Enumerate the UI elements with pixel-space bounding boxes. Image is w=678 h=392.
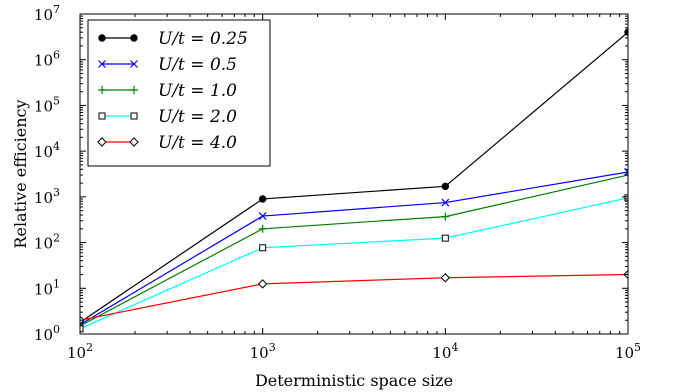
legend-marker xyxy=(97,137,107,147)
y-tick-label: 104 xyxy=(34,140,60,161)
series-line xyxy=(80,171,628,326)
legend-label: U/t = 0.25 xyxy=(158,29,248,49)
legend-marker xyxy=(98,86,106,94)
x-tick-label: 103 xyxy=(250,341,276,362)
data-point xyxy=(257,279,268,289)
legend-marker xyxy=(129,137,139,147)
series-line xyxy=(80,31,628,323)
legend-marker xyxy=(130,60,138,68)
y-tick-label: 102 xyxy=(34,232,60,253)
legend-entry: U/t = 2.0 xyxy=(98,107,237,127)
legend-marker xyxy=(98,60,106,68)
y-tick-label: 103 xyxy=(34,186,60,207)
y-tick-label: 101 xyxy=(34,277,60,298)
y-axis-title: Relative efficiency xyxy=(11,99,30,248)
series-4 xyxy=(80,194,628,333)
legend-entry: U/t = 4.0 xyxy=(97,133,237,153)
series-3 xyxy=(80,171,628,330)
legend-label: U/t = 1.0 xyxy=(158,81,237,101)
x-tick-label: 102 xyxy=(67,341,93,362)
data-point xyxy=(624,194,628,202)
y-tick-label: 106 xyxy=(34,49,60,70)
legend: U/t = 0.25 U/t = 0.5 U/t = 1.0 U/t = 2.0 U/t… xyxy=(87,19,271,167)
data-point xyxy=(441,212,450,221)
legend-entry: U/t = 0.25 xyxy=(98,29,248,49)
plot-frame xyxy=(79,13,629,335)
data-point xyxy=(259,244,267,252)
legend-entry: U/t = 1.0 xyxy=(98,81,237,101)
y-tick-label: 107 xyxy=(34,3,60,24)
data-point xyxy=(441,182,450,191)
y-tick-label: 105 xyxy=(34,94,60,115)
series-layer xyxy=(80,28,628,333)
legend-marker xyxy=(98,34,106,42)
legend-label: U/t = 2.0 xyxy=(158,107,237,127)
data-point xyxy=(441,234,449,242)
legend-marker xyxy=(130,112,138,120)
data-point xyxy=(258,212,267,220)
legend-marker xyxy=(130,34,138,42)
series-line xyxy=(80,273,628,321)
legend-label: U/t = 0.5 xyxy=(158,55,237,75)
data-point xyxy=(258,224,267,233)
legend-marker xyxy=(130,86,138,94)
y-tick-label: 100 xyxy=(34,323,60,344)
legend-marker xyxy=(98,112,106,120)
data-point xyxy=(440,273,451,283)
data-point xyxy=(258,195,267,203)
data-point xyxy=(80,325,84,333)
legend-label: U/t = 4.0 xyxy=(158,133,237,153)
x-tick-label: 105 xyxy=(615,341,641,362)
series-line xyxy=(80,174,628,327)
x-tick-label: 104 xyxy=(432,341,458,362)
legend-entry: U/t = 0.5 xyxy=(98,55,237,75)
ticks-layer: 102 103 104 105 100 101 102 103 104 105 106 107 xyxy=(34,3,641,362)
series-line xyxy=(80,197,628,330)
series-5 xyxy=(80,269,628,325)
x-axis-title: Deterministic space size xyxy=(255,371,453,390)
data-point xyxy=(441,198,450,207)
